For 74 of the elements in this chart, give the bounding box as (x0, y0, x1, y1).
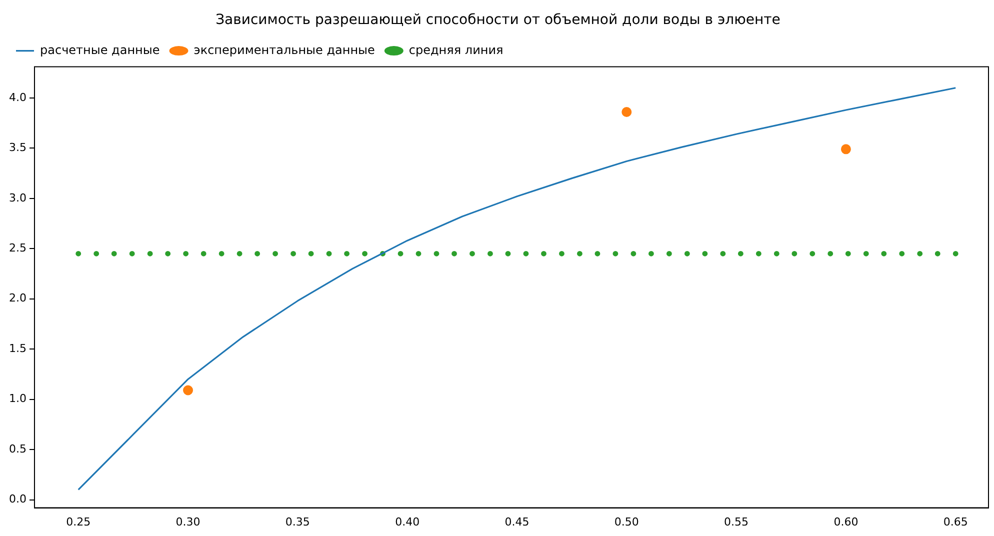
point (720, 250, 726, 256)
point (416, 250, 422, 256)
x-tick-label: 0.65 (943, 515, 968, 528)
point (666, 250, 672, 256)
point (183, 250, 189, 256)
point (488, 250, 493, 256)
y-tick-label: 2.0 (8, 292, 26, 305)
point (308, 250, 314, 256)
y-tick-label: 1.0 (8, 392, 26, 406)
x-tick-label: 0.45 (504, 515, 530, 528)
point (541, 250, 546, 256)
point (828, 250, 834, 256)
point (129, 250, 135, 256)
point (272, 250, 278, 256)
point (630, 250, 636, 256)
point (881, 250, 887, 256)
legend-label: экспериментальные данные (194, 42, 375, 57)
point (863, 250, 869, 256)
point (76, 250, 82, 256)
point (147, 250, 153, 256)
point (952, 250, 958, 256)
point (594, 250, 600, 256)
point (183, 385, 194, 396)
x-tick-label: 0.25 (66, 515, 91, 528)
y-tick-label: 1.5 (8, 342, 26, 355)
point (505, 250, 511, 256)
point (810, 250, 816, 256)
point (577, 250, 582, 256)
legend-label: средняя линия (408, 42, 504, 57)
x-tick-label: 0.55 (724, 515, 749, 528)
point (165, 250, 171, 256)
y-tick-label: 0.0 (8, 492, 26, 506)
x-tick-label: 0.40 (395, 515, 420, 528)
point (899, 250, 905, 256)
point (326, 250, 332, 256)
point (917, 250, 923, 256)
x-tick-label: 0.35 (285, 515, 310, 528)
point (344, 250, 350, 256)
point (254, 250, 260, 256)
point (612, 250, 618, 256)
point (434, 250, 440, 256)
point (111, 250, 117, 256)
point (470, 250, 475, 256)
point (523, 250, 529, 256)
point (622, 107, 632, 118)
point (840, 144, 851, 154)
point (934, 250, 940, 256)
chart-title: Зависимость разрешающей способности от объемной доли воды в элюенте (216, 12, 780, 28)
point (236, 250, 242, 256)
point (362, 250, 368, 256)
point (200, 250, 206, 256)
point (290, 250, 296, 256)
point (756, 250, 762, 256)
legend-label: расчетные данные (40, 42, 160, 57)
point (648, 250, 654, 256)
x-tick-label: 0.50 (614, 515, 639, 528)
point (94, 250, 100, 256)
point (452, 250, 457, 256)
y-tick-label: 4.0 (8, 90, 26, 104)
y-tick-label: 3.5 (8, 141, 26, 154)
point (702, 250, 708, 256)
y-tick-label: 3.0 (8, 191, 26, 204)
point (792, 250, 798, 256)
point (559, 250, 564, 256)
y-tick-label: 0.5 (8, 442, 26, 456)
y-tick-label: 2.5 (8, 241, 26, 254)
point (738, 250, 744, 256)
point (218, 250, 224, 256)
point (684, 250, 690, 256)
point (398, 250, 404, 256)
x-tick-label: 0.60 (834, 515, 858, 528)
x-tick-label: 0.30 (176, 515, 200, 528)
point (774, 250, 780, 256)
point (845, 250, 851, 256)
